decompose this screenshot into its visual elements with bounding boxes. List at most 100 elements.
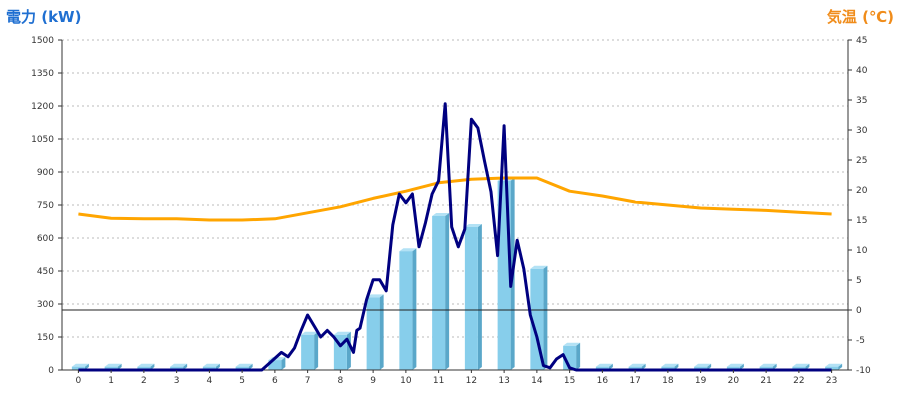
bar-11 [432,216,446,370]
right-tick-label-10: 40 [856,66,868,76]
power-line [78,102,832,372]
bar-top-14 [530,265,548,269]
bar-side-14 [543,265,548,370]
x-tick-label-22: 22 [793,376,804,386]
bar-top-23 [825,363,843,367]
bar-side-18 [674,363,679,370]
x-tick-label-0: 0 [76,376,82,386]
x-tick-label-18: 18 [662,376,674,386]
bar-1 [104,366,118,370]
left-tick-label-4: 600 [37,234,54,244]
bar-10 [399,251,413,370]
bar-top-17 [628,363,646,367]
x-tick-label-12: 12 [466,376,477,386]
bar-side-4 [215,363,220,370]
bar-top-7 [301,331,319,335]
bar-side-7 [314,331,319,370]
bar-side-2 [150,363,155,370]
bar-5 [235,366,249,370]
right-tick-label-2: 0 [856,306,862,316]
bar-3 [170,366,184,370]
bar-side-0 [84,363,89,370]
left-tick-label-7: 1050 [31,135,54,145]
bar-side-23 [838,363,843,370]
left-tick-label-8: 1200 [31,102,54,112]
bar-top-11 [432,213,450,216]
bar-side-3 [183,363,188,370]
right-tick-label-7: 25 [856,156,867,166]
bar-top-15 [563,342,581,346]
bar-side-16 [608,363,613,370]
x-tick-label-3: 3 [174,376,180,386]
bar-side-9 [379,294,384,370]
bar-side-12 [477,224,482,370]
bar-7 [301,334,315,370]
right-tick-label-4: 10 [856,246,868,256]
x-tick-label-20: 20 [728,376,740,386]
left-tick-label-6: 900 [37,168,54,178]
right-tick-label-3: 5 [856,276,862,286]
bar-top-10 [399,248,417,252]
bar-side-10 [412,248,417,370]
bar-side-5 [248,363,253,370]
bar-2 [137,366,151,370]
x-tick-label-2: 2 [141,376,147,386]
bar-top-5 [235,363,253,367]
bar-side-6 [281,357,286,370]
left-tick-label-5: 750 [37,201,54,211]
bar-top-19 [694,363,712,367]
bar-top-16 [595,363,613,367]
x-tick-label-7: 7 [305,376,311,386]
right-tick-label-6: 20 [856,186,868,196]
left-axis-title: 電力 (kW) [6,8,82,26]
bar-23 [825,366,839,370]
x-tick-label-16: 16 [597,376,609,386]
x-tick-label-11: 11 [433,376,444,386]
bar-top-22 [792,363,810,367]
bar-side-21 [772,363,777,370]
bar-22 [792,366,806,370]
right-tick-label-5: 15 [856,216,867,226]
bar-21 [759,366,773,370]
bar-top-4 [202,363,220,367]
bar-4 [202,366,216,370]
bar-17 [628,366,642,370]
left-tick-label-9: 1350 [31,69,54,79]
bar-side-1 [117,363,122,370]
bar-12 [464,227,478,370]
bar-side-17 [641,363,646,370]
x-tick-label-5: 5 [239,376,245,386]
bar-top-20 [726,363,744,367]
left-tick-label-0: 0 [48,366,54,376]
x-tick-label-13: 13 [498,376,509,386]
x-tick-label-23: 23 [826,376,837,386]
bar-side-19 [707,363,712,370]
bar-6 [268,360,282,370]
x-tick-label-21: 21 [760,376,771,386]
bar-20 [726,366,740,370]
bar-top-2 [137,363,155,367]
x-tick-label-1: 1 [108,376,114,386]
bar-side-22 [805,363,810,370]
left-tick-label-1: 150 [37,333,54,343]
right-tick-label-0: -10 [856,366,871,376]
right-axis-title: 気温 (℃) [826,8,894,26]
x-tick-label-14: 14 [531,376,543,386]
bar-16 [595,366,609,370]
x-tick-label-19: 19 [695,376,707,386]
bar-18 [661,366,675,370]
bar-side-11 [445,213,450,370]
bar-0 [71,366,85,370]
x-tick-label-9: 9 [370,376,376,386]
right-tick-label-1: -5 [856,336,865,346]
bar-top-1 [104,363,122,367]
bar-side-20 [739,363,744,370]
x-tick-label-6: 6 [272,376,278,386]
bar-top-21 [759,363,777,367]
bar-top-3 [170,363,188,367]
bar-top-9 [366,294,384,298]
x-tick-label-10: 10 [400,376,412,386]
bar-9 [366,297,380,370]
bar-side-8 [346,331,351,370]
